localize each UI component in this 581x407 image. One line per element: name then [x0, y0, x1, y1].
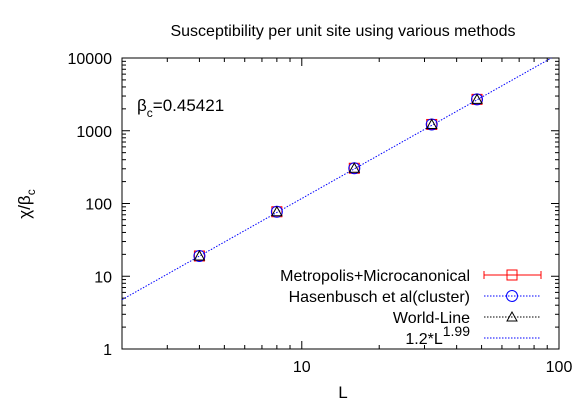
legend: Metropolis+Microcanonical Hasenbusch et a… — [280, 268, 542, 348]
x-axis-ticks: 10 100 — [166, 58, 573, 376]
data-point-triangle — [193, 249, 206, 261]
legend-fit-base: 1.2*L — [405, 331, 442, 348]
legend-marker-circle — [506, 290, 518, 302]
y-tick-label: 1000 — [76, 124, 112, 141]
fit-line — [121, 57, 552, 301]
legend-marker-square — [506, 269, 518, 281]
x-tick-label: 100 — [546, 359, 573, 376]
beta-annotation-main: β — [137, 96, 147, 115]
y-axis-label: χ/βc — [15, 189, 38, 218]
legend-label: Metropolis+Microcanonical — [280, 268, 470, 285]
legend-marker-triangle — [506, 310, 518, 322]
y-axis-label-sub: c — [24, 189, 38, 195]
beta-annotation: βc=0.45421 — [137, 96, 224, 120]
legend-fit-exponent: 1.99 — [443, 323, 470, 339]
fit-layer — [121, 57, 552, 301]
y-tick-label: 10000 — [68, 51, 113, 68]
chart-title: Susceptibility per unit site using vario… — [170, 23, 515, 40]
x-axis-label: L — [338, 383, 347, 402]
x-tick-label: 10 — [293, 359, 311, 376]
data-point-triangle — [425, 118, 438, 129]
y-tick-label: 10 — [94, 269, 112, 286]
series-layer — [193, 93, 484, 262]
y-tick-label: 1 — [103, 342, 112, 359]
beta-annotation-sub: c — [147, 106, 153, 120]
legend-label: Hasenbusch et al(cluster) — [289, 289, 470, 306]
data-point-triangle — [348, 162, 361, 173]
y-axis-ticks: 1 10 100 1000 10000 — [68, 51, 559, 359]
y-tick-label: 100 — [85, 197, 112, 214]
data-point-triangle — [271, 205, 283, 217]
legend-label-fit: 1.2*L1.99 — [405, 323, 470, 348]
beta-annotation-value: =0.45421 — [153, 96, 224, 115]
legend-label: World-Line — [393, 310, 470, 327]
data-point-triangle — [471, 93, 483, 104]
y-axis-label-main: χ/β — [15, 195, 34, 219]
